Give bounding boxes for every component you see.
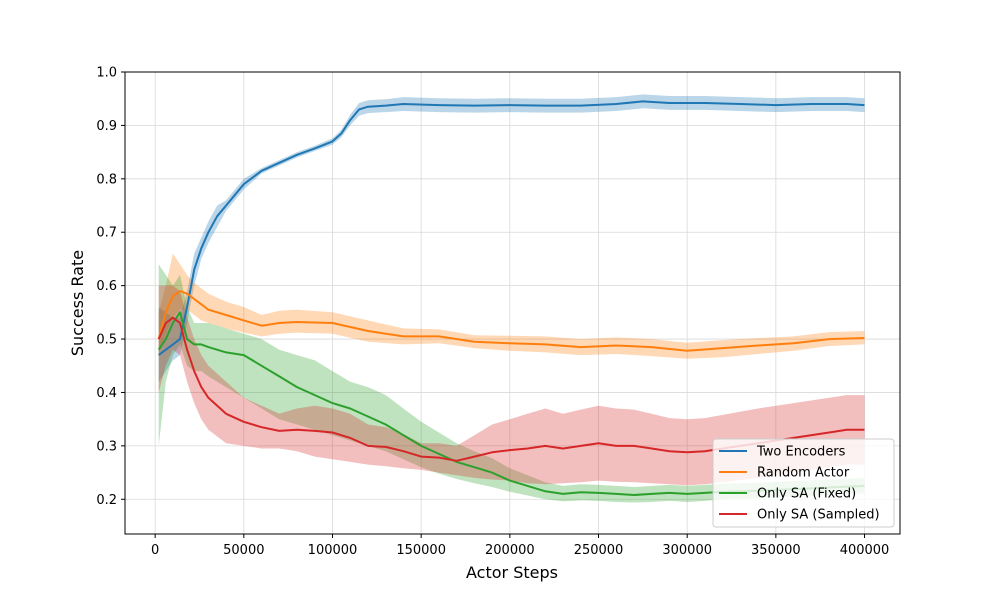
series-lines bbox=[157, 100, 865, 496]
plot-frame bbox=[124, 71, 901, 535]
legend-label: Only SA (Fixed) bbox=[757, 487, 856, 502]
legend-label: Only SA (Sampled) bbox=[757, 508, 880, 523]
x-tick-label: 200000 bbox=[485, 543, 535, 558]
x-tick-label: 350000 bbox=[751, 543, 801, 558]
x-tick-label: 300000 bbox=[662, 543, 712, 558]
y-tick-label: 0.7 bbox=[96, 226, 117, 241]
y-tick-label: 0.4 bbox=[96, 386, 117, 401]
confidence-band-2 bbox=[158, 264, 865, 503]
y-tick-label: 0.8 bbox=[96, 172, 117, 187]
y-tick-label: 0.3 bbox=[96, 439, 117, 454]
series-line-1 bbox=[157, 290, 865, 352]
y-tick-label: 0.6 bbox=[96, 279, 117, 294]
axis-ticks: 0 50000 100000 150000 200000 250000 300000 3500… bbox=[96, 66, 889, 559]
y-tick-label: 1.0 bbox=[96, 66, 117, 81]
series-line-3 bbox=[157, 316, 865, 462]
legend-box bbox=[712, 438, 895, 528]
y-tick-label: 0.9 bbox=[96, 119, 117, 134]
legend-label: Two Encoders bbox=[756, 445, 846, 460]
x-tick-label: 150000 bbox=[396, 543, 446, 558]
x-axis-label: Actor Steps bbox=[466, 563, 558, 582]
x-tick-label: 0 bbox=[151, 543, 159, 558]
x-tick-label: 50000 bbox=[223, 543, 264, 558]
confidence-band-3 bbox=[158, 285, 865, 486]
series-line-2 bbox=[157, 311, 865, 496]
legend: Two Encoders Random Actor Only SA (Fixed) O… bbox=[712, 438, 895, 528]
x-tick-label: 250000 bbox=[574, 543, 624, 558]
y-tick-label: 0.5 bbox=[96, 333, 117, 348]
x-tick-label: 400000 bbox=[840, 543, 890, 558]
y-tick-label: 0.2 bbox=[96, 493, 117, 508]
x-tick-label: 100000 bbox=[308, 543, 358, 558]
legend-label: Random Actor bbox=[757, 466, 850, 481]
series-line-0 bbox=[158, 100, 865, 356]
confidence-bands bbox=[158, 94, 865, 503]
y-axis-label: Success Rate bbox=[68, 250, 87, 356]
confidence-band-1 bbox=[158, 253, 865, 359]
